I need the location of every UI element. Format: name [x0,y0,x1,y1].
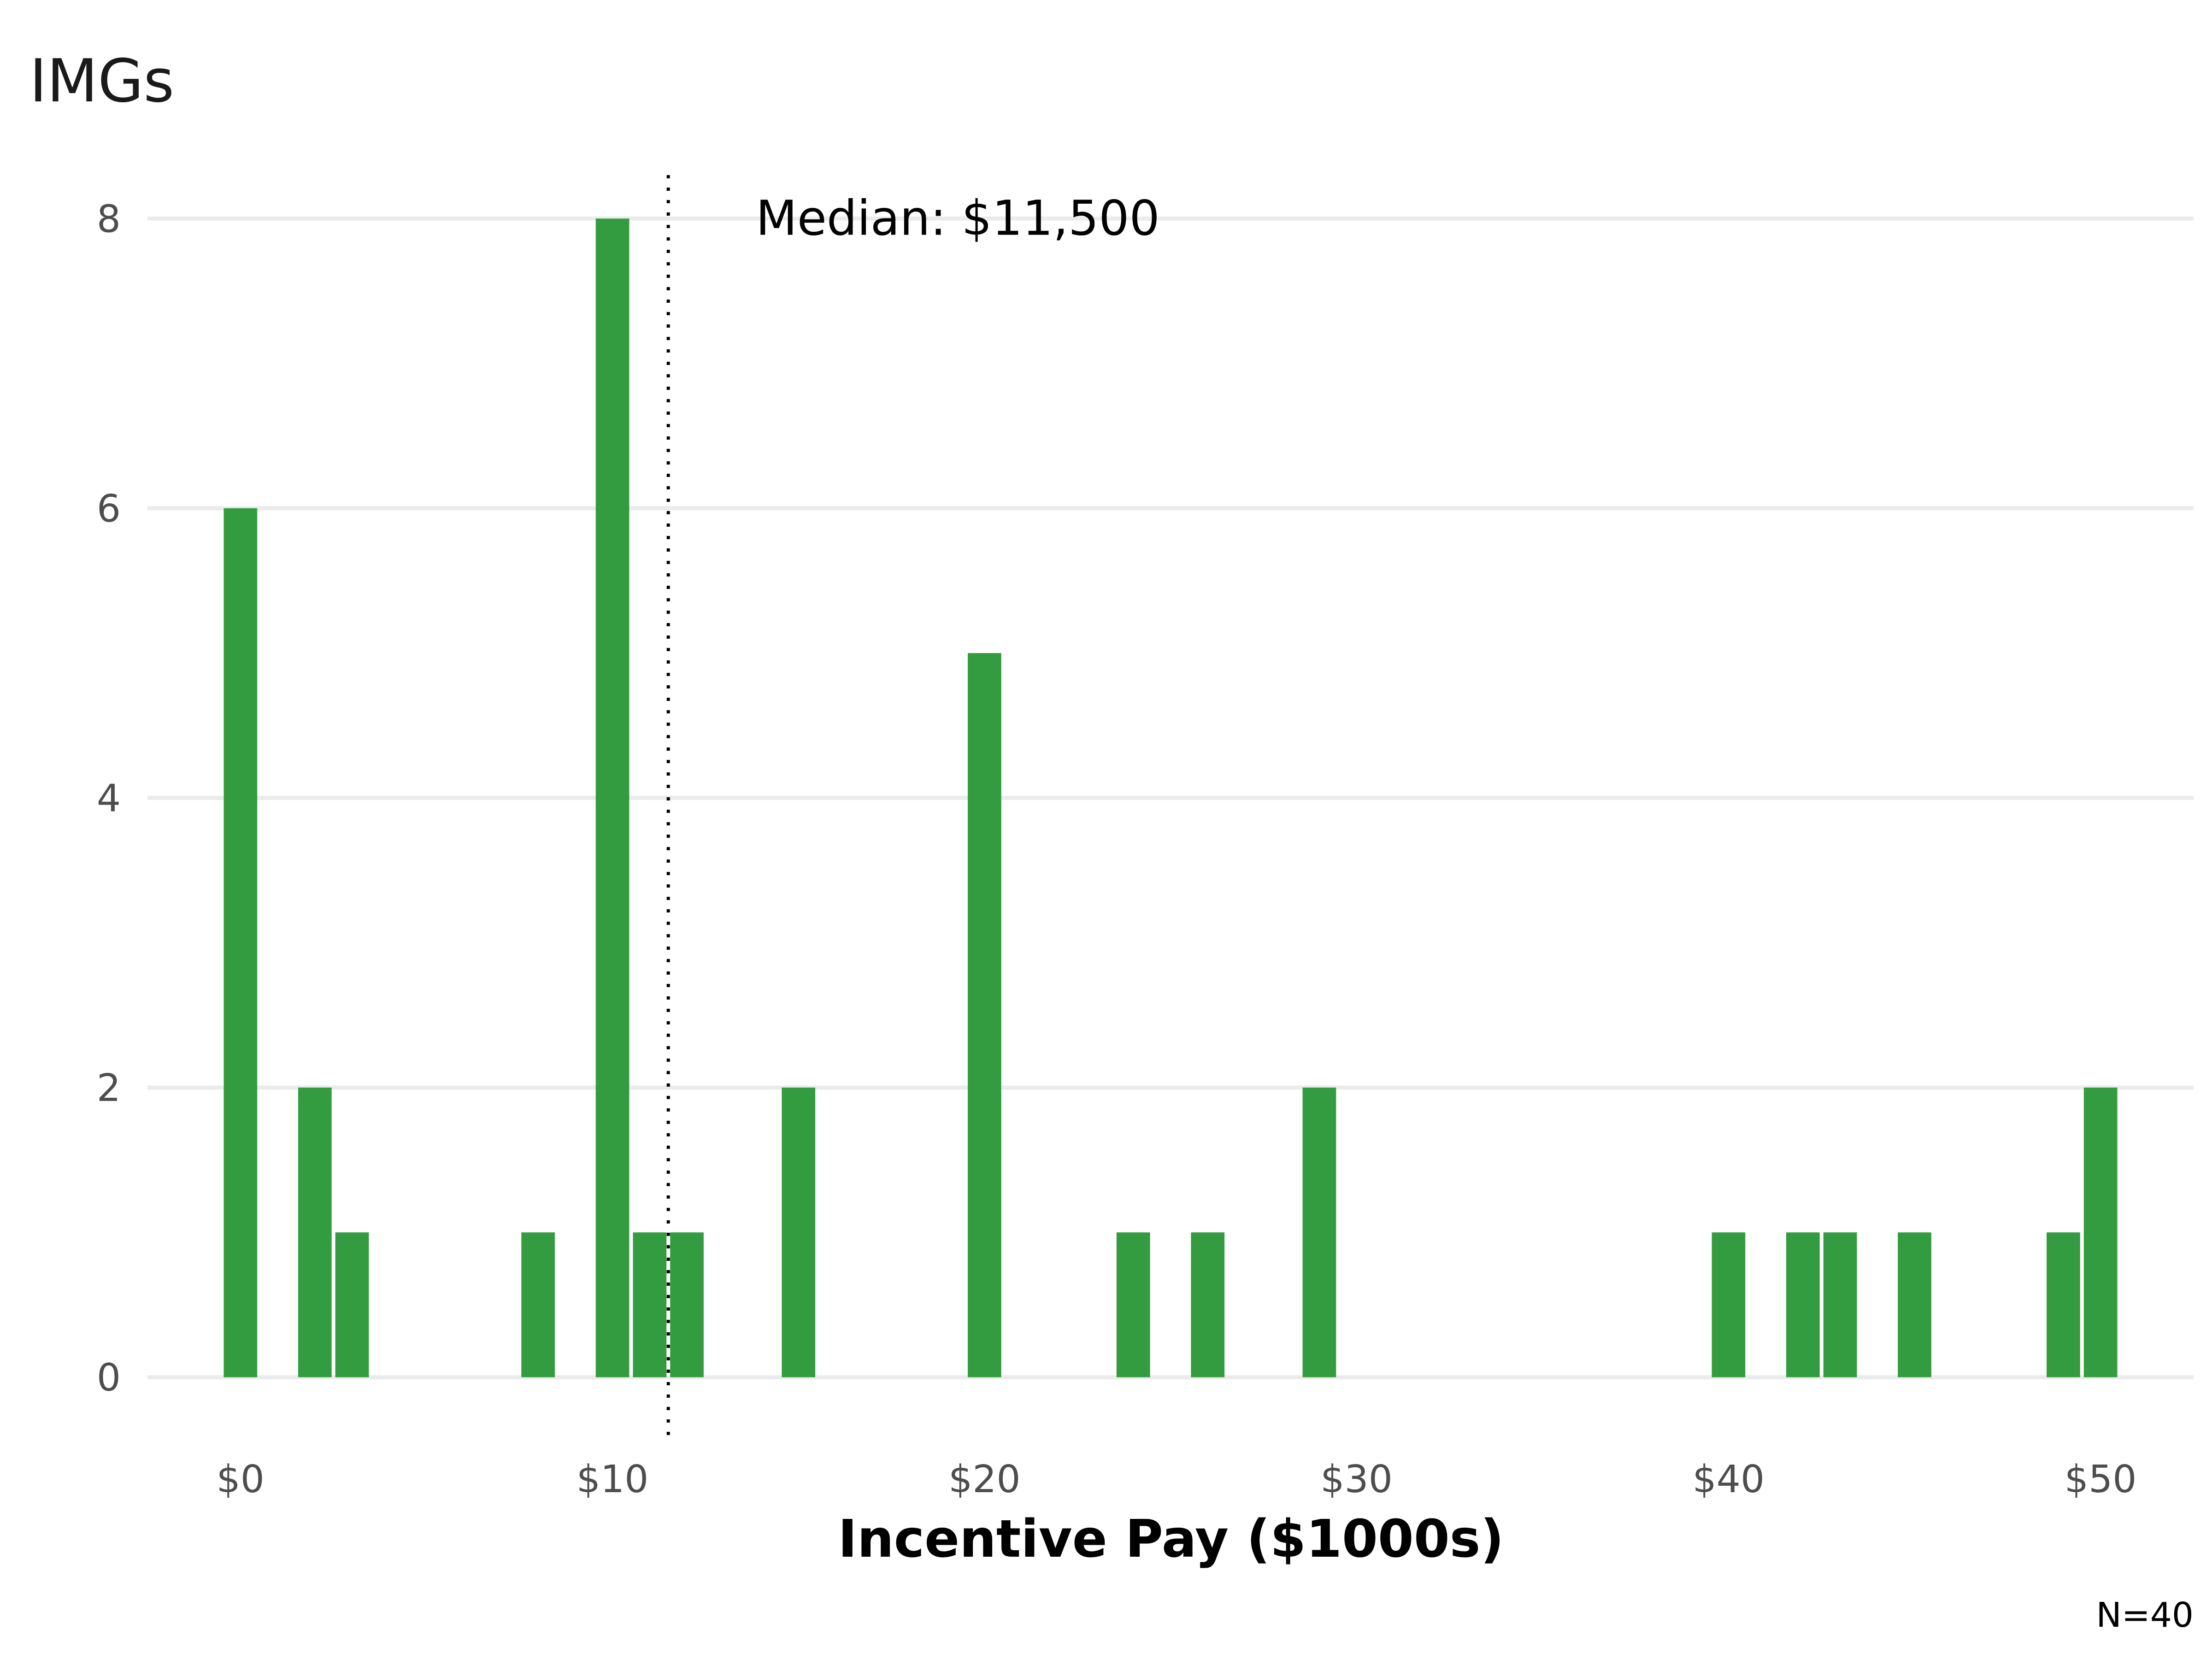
x-tick-label: $50 [2065,1458,2137,1501]
chart-title: IMGs [29,47,174,116]
histogram-bar [1116,1232,1150,1377]
histogram-bar [521,1232,555,1377]
histogram-bar [1191,1232,1225,1377]
x-tick-label: $10 [577,1458,649,1501]
histogram-bar [1302,1088,1336,1377]
x-tick-label: $20 [948,1458,1021,1501]
histogram-bar [1712,1232,1746,1377]
histogram-bar [782,1088,816,1377]
histogram-bar [1898,1232,1931,1377]
x-axis-ticks: $0 $10 $20 $30 $40 $50 [217,1458,2137,1501]
histogram-bar [224,508,258,1377]
histogram-bar [968,653,1001,1377]
histogram-bar [670,1232,704,1377]
gridlines [147,216,2194,1380]
y-tick-label: 4 [97,777,121,820]
sample-size-caption: N=40 [2096,1595,2194,1635]
median-annotation: Median: $11,500 [756,190,1159,246]
x-tick-label: $40 [1693,1458,1765,1501]
y-axis-ticks: 0 2 4 6 8 [97,197,121,1400]
histogram-bar [595,218,629,1377]
histogram-bar [298,1088,332,1377]
histogram-bar [2083,1088,2118,1377]
histogram-bar [1823,1232,1857,1377]
y-tick-label: 6 [97,487,121,531]
histogram-bar [2047,1232,2080,1377]
bars [224,218,2118,1377]
y-tick-label: 0 [97,1356,121,1400]
median-marker: Median: $11,500 [666,175,1160,1442]
x-tick-label: $0 [217,1458,265,1501]
histogram-bar [1786,1232,1820,1377]
y-tick-label: 2 [97,1066,121,1110]
x-axis-label: Incentive Pay ($1000s) [838,1509,1504,1569]
y-tick-label: 8 [97,197,121,241]
x-tick-label: $30 [1320,1458,1393,1501]
histogram-bar [335,1232,369,1377]
histogram-bar [633,1232,667,1377]
